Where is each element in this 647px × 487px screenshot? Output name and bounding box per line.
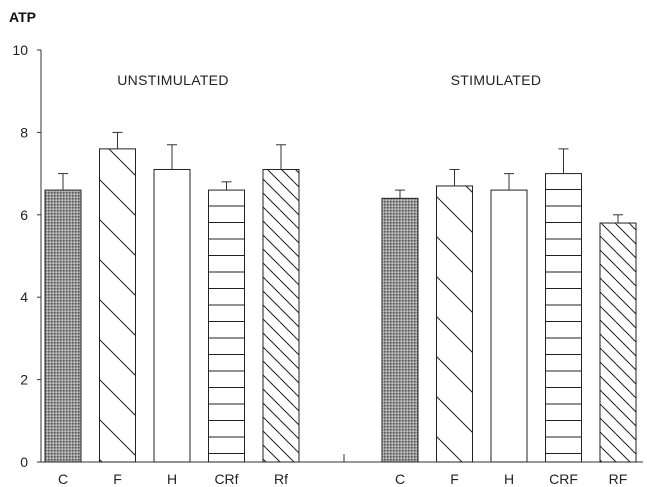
y-tick-label: 8: [20, 124, 28, 140]
x-tick-label: CRF: [549, 471, 578, 487]
bar: [381, 197, 419, 463]
bar: [153, 168, 191, 463]
x-tick-label: Rf: [274, 471, 288, 487]
y-tick-label: 2: [20, 372, 28, 388]
bar: [545, 173, 582, 463]
bar: [99, 148, 136, 463]
x-tick-label: H: [504, 471, 514, 487]
group-label: STIMULATED: [451, 72, 542, 88]
x-tick-label: F: [113, 471, 122, 487]
x-tick-label: C: [58, 471, 68, 487]
x-tick-labels: C F H CRf Rf C F H CRF RF: [58, 471, 627, 487]
bar: [262, 168, 300, 463]
y-tick-label: 10: [12, 42, 28, 58]
bar: [436, 185, 473, 463]
bar: [208, 189, 245, 463]
group-labels: UNSTIMULATED STIMULATED: [117, 72, 541, 88]
group-label: UNSTIMULATED: [117, 72, 228, 88]
axes: 0 2 4 6 8 10: [12, 42, 643, 470]
bar: [44, 189, 82, 463]
y-tick-label: 6: [20, 207, 28, 223]
x-tick-label: RF: [609, 471, 628, 487]
x-tick-label: CRf: [214, 471, 238, 487]
y-tick-label: 4: [20, 289, 28, 305]
bar: [490, 189, 528, 463]
y-tick-label: 0: [20, 454, 28, 470]
y-axis-label: ATP: [9, 9, 36, 25]
x-tick-label: F: [450, 471, 459, 487]
x-tick-label: H: [167, 471, 177, 487]
x-tick-label: C: [395, 471, 405, 487]
bar: [599, 222, 637, 463]
bars: [44, 131, 637, 463]
